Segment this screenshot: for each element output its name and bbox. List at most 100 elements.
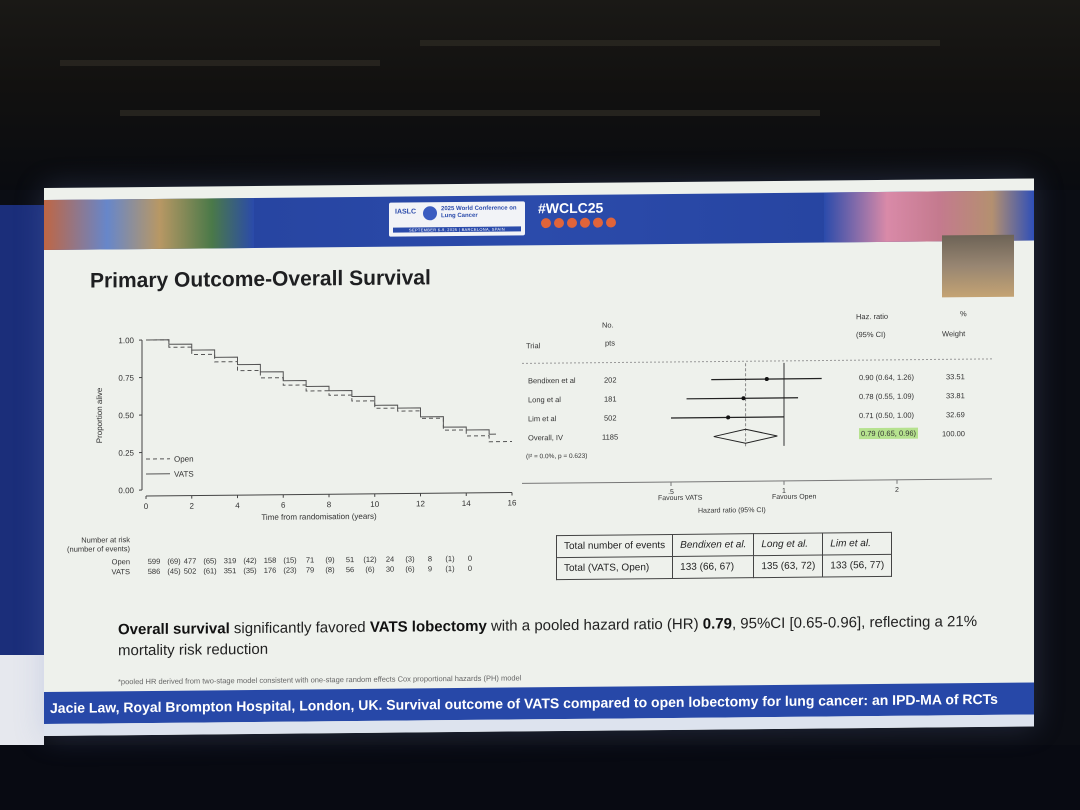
facebook-icon: [541, 218, 551, 229]
forest-x-tick-label: 2: [895, 487, 899, 494]
forest-trial-n: 502: [604, 413, 617, 423]
conference-name: 2025 World Conference on Lung Cancer: [441, 205, 517, 220]
events-header-cell: Total number of events: [556, 534, 673, 558]
x-tick-label: 4: [235, 501, 240, 510]
risk-value: 0: [467, 563, 473, 573]
favours-vats: Favours VATS: [658, 494, 703, 503]
forest-col-hr: Haz. ratio: [856, 311, 889, 322]
forest-trial-hr: 0.78 (0.55, 1.09): [859, 391, 915, 402]
screen-frame-left: [0, 205, 48, 655]
forest-trial-weight: 33.51: [946, 372, 965, 382]
youtube-icon: [593, 217, 603, 228]
conference-logo: IASLC 2025 World Conference on Lung Canc…: [389, 201, 525, 237]
events-header-cell: Lim et al.: [822, 532, 892, 556]
linkedin-icon: [554, 218, 564, 229]
events-header-cell: Bendixen et al.: [672, 533, 754, 557]
events-cell: 135 (63, 72): [753, 555, 823, 578]
forest-col-pct: %: [960, 309, 967, 319]
summary-term: Overall survival: [118, 620, 230, 639]
hashtag: #WCLC25: [538, 199, 604, 217]
storm-image: [942, 234, 1014, 298]
globe-icon: [423, 206, 437, 221]
forest-divider: [522, 358, 992, 364]
summary-part: with a pooled hazard ratio (HR): [486, 615, 703, 635]
forest-overall-weight: 100.00: [942, 429, 965, 439]
y-tick-label: 0.50: [118, 411, 134, 420]
barcelona-image-left: [44, 197, 254, 250]
forest-x-tick-label: 1: [782, 488, 786, 495]
risk-value: 0: [467, 553, 473, 563]
ceiling-beam: [120, 110, 820, 116]
forest-col-no: No.: [602, 320, 614, 330]
point-estimate: [726, 415, 731, 420]
events-header-cell: Long et al.: [753, 533, 823, 556]
legend-open-label: Open: [174, 455, 194, 464]
forest-overall-n: 1185: [602, 432, 619, 442]
forest-col-pts: pts: [605, 338, 616, 348]
iaslc-logo-text: IASLC: [395, 208, 416, 216]
conference-dates: SEPTEMBER 6-9, 2025 | BARCELONA, SPAIN: [393, 226, 521, 233]
risk-row-name: Open: [111, 557, 130, 567]
y-axis-label: Proportion alive: [95, 387, 104, 443]
screen-frame-left-lower: [0, 655, 44, 745]
forest-trial-weight: 33.81: [946, 391, 965, 401]
podcast-icon: [606, 217, 616, 228]
summary-hr: 0.79: [702, 615, 732, 633]
y-tick-label: 0.25: [118, 449, 134, 458]
risk-table: Number at risk (number of events) Open 59…: [58, 531, 528, 586]
x-tick-label: 6: [281, 501, 286, 510]
x-tick-label: 2: [190, 502, 195, 511]
events-cell: 133 (66, 67): [672, 555, 754, 579]
overall-diamond: [713, 428, 778, 444]
forest-col-weight: Weight: [942, 329, 966, 339]
summary-bold: VATS lobectomy: [369, 617, 487, 636]
forest-xlabel: Hazard ratio (95% CI): [698, 507, 766, 515]
conference-banner: IASLC 2025 World Conference on Lung Canc…: [44, 190, 1034, 250]
vats-curve: [146, 339, 496, 435]
slide-title: Primary Outcome-Overall Survival: [90, 266, 431, 293]
forest-trial-n: 181: [604, 394, 617, 404]
forest-trial-name: Long et al: [528, 395, 561, 405]
open-curve: [146, 339, 512, 443]
point-estimate: [764, 377, 769, 382]
forest-x-axis: [522, 478, 992, 484]
x-tick-label: 10: [370, 500, 379, 509]
forest-x-tick-label: .5: [668, 489, 674, 496]
summary-text: Overall survival significantly favored V…: [118, 611, 978, 661]
km-plot: 1.00 0.75 0.50 0.25 0.00 0 2 4 6 8 10 12 14 16 Time fr…: [94, 318, 534, 582]
ceiling-background: [0, 0, 1080, 190]
x-tick-label: 8: [327, 500, 332, 509]
y-tick-label: 1.00: [118, 336, 134, 345]
km-plot-svg: 1.00 0.75 0.50 0.25 0.00 0 2 4 6 8 10 12 14 16 Time fr…: [95, 336, 517, 522]
forest-col-ci: (95% CI): [856, 329, 886, 340]
forest-trial-name: Lim et al: [528, 414, 557, 424]
auditorium-floor: [0, 745, 1080, 810]
forest-overall-hr: 0.79 (0.65, 0.96): [859, 427, 919, 440]
forest-plot-svg: .5 1 2: [522, 358, 992, 496]
risk-table-label: Number at risk (number of events): [67, 535, 130, 554]
forest-col-trial: Trial: [526, 341, 541, 351]
events-cell: 133 (56, 77): [822, 554, 892, 578]
x-icon: [567, 217, 577, 228]
x-tick-label: 12: [416, 499, 425, 508]
presentation-slide: IASLC 2025 World Conference on Lung Canc…: [44, 178, 1034, 736]
forest-trial-name: Bendixen et al: [528, 375, 576, 386]
events-cell: Total (VATS, Open): [556, 556, 673, 580]
risk-row-name: VATS: [111, 567, 130, 577]
forest-trial-n: 202: [604, 375, 617, 385]
footer-citation: Jacie Law, Royal Brompton Hospital, Lond…: [50, 690, 998, 716]
events-table-row: Total (VATS, Open) 133 (66, 67) 135 (63,…: [556, 554, 892, 580]
x-tick-label: 0: [144, 502, 149, 511]
forest-plot: .5 1 2 Trial No. pts Haz. ratio (95% CI) %…: [522, 309, 992, 524]
heterogeneity: (I² = 0.0%, p = 0.623): [526, 452, 588, 461]
legend-vats-label: VATS: [174, 470, 194, 479]
y-tick-label: 0.75: [118, 374, 134, 383]
x-axis-label: Time from randomisation (years): [261, 512, 377, 522]
y-tick-label: 0.00: [118, 486, 134, 495]
forest-overall-name: Overall, IV: [528, 433, 564, 443]
events-table: Total number of events Bendixen et al. L…: [556, 532, 892, 580]
forest-trial-hr: 0.71 (0.50, 1.00): [859, 410, 915, 421]
events-table-header: Total number of events Bendixen et al. L…: [556, 532, 892, 558]
summary-part: significantly favored: [229, 618, 370, 638]
footnote: *pooled HR derived from two-stage model …: [118, 673, 522, 687]
